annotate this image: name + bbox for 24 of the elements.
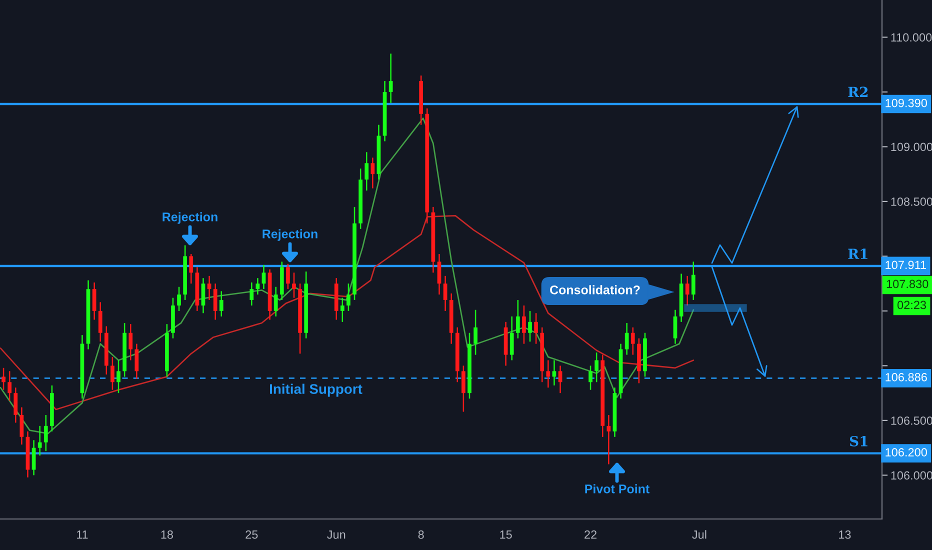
- annotation: 109.390: [886, 98, 927, 108]
- x-tick-label: 13: [839, 530, 851, 539]
- ref-line-label: R1: [848, 248, 868, 259]
- x-tick-label: 8: [418, 530, 424, 539]
- text: 107.830: [886, 280, 928, 288]
- annotation: 106.200: [886, 448, 927, 456]
- ref-line-label: R2: [848, 86, 868, 97]
- x-tick-label: 11: [76, 530, 88, 539]
- annotation: 107.911: [886, 260, 926, 270]
- annotation: Pivot Point: [585, 484, 650, 494]
- x-tick-label: Jul: [692, 530, 706, 539]
- x-tick-label: Jun: [327, 530, 346, 539]
- x-tick-label: 25: [246, 530, 258, 539]
- ref-line-label: Initial Support: [270, 384, 362, 397]
- x-tick-label: 15: [500, 530, 512, 539]
- text: 02:23: [897, 300, 926, 310]
- annotation: Rejection: [162, 212, 218, 224]
- annotation: Consolidation?: [550, 285, 640, 294]
- x-tick-label: 22: [584, 530, 596, 539]
- annotation: 106.886: [886, 373, 927, 382]
- x-tick-label: 18: [161, 530, 173, 539]
- ref-line-label: S1: [850, 436, 868, 446]
- annotation: Rejection: [262, 229, 318, 241]
- y-tick-label: 110.000: [891, 33, 932, 42]
